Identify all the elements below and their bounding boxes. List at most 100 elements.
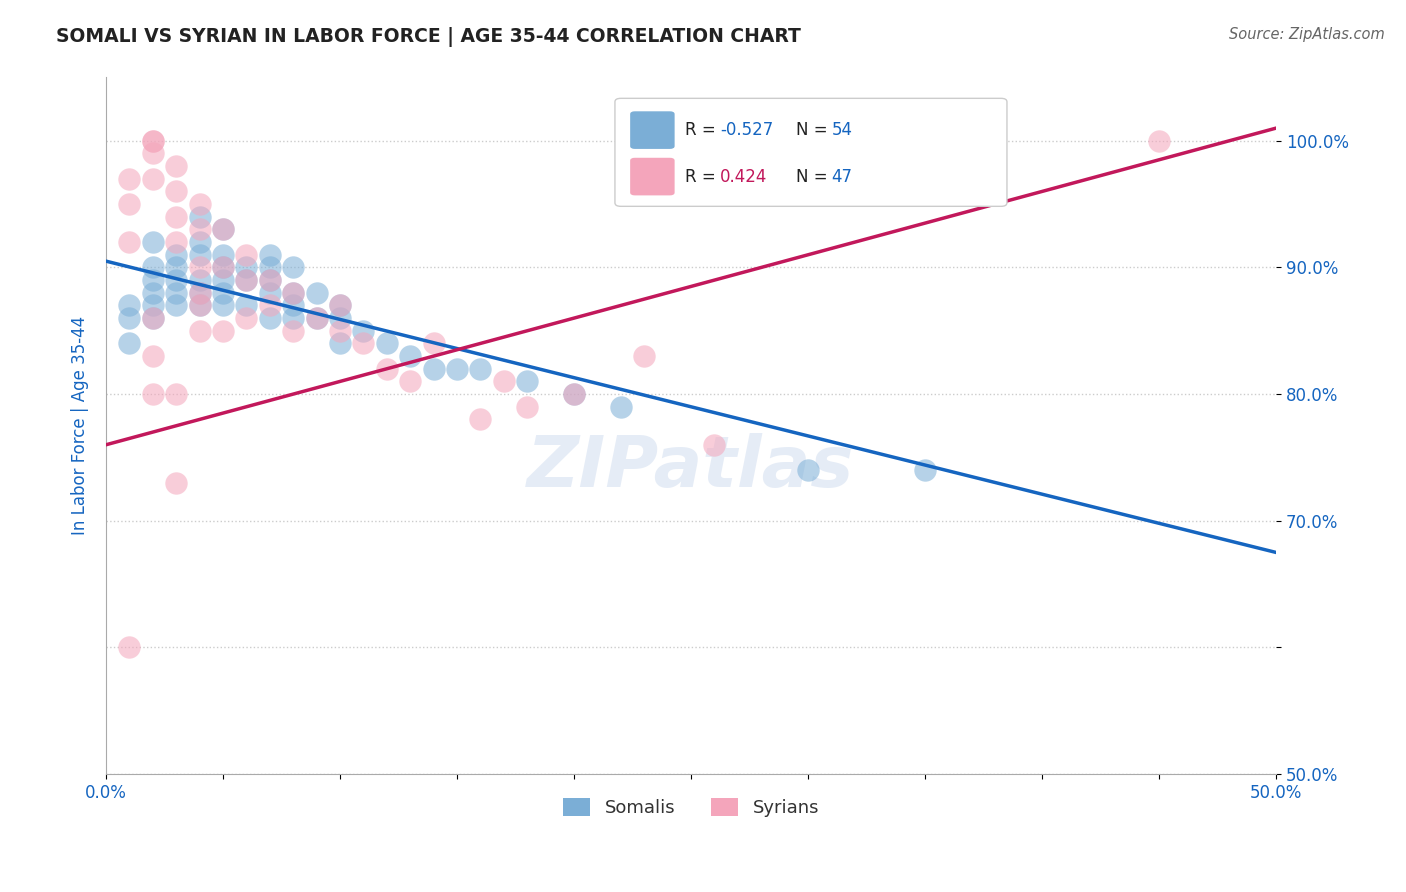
Point <box>118 336 141 351</box>
Point <box>165 248 187 262</box>
FancyBboxPatch shape <box>630 158 675 195</box>
Point <box>329 324 352 338</box>
Text: -0.527: -0.527 <box>720 121 773 139</box>
Point <box>352 336 374 351</box>
FancyBboxPatch shape <box>614 98 1007 206</box>
Point <box>610 400 633 414</box>
Point <box>188 285 211 300</box>
Point <box>165 273 187 287</box>
Text: 0.424: 0.424 <box>720 168 768 186</box>
Point <box>281 285 304 300</box>
Point <box>375 361 398 376</box>
Point <box>212 298 235 312</box>
Point <box>259 311 281 326</box>
Point <box>259 285 281 300</box>
Point <box>165 235 187 249</box>
Y-axis label: In Labor Force | Age 35-44: In Labor Force | Age 35-44 <box>72 317 89 535</box>
Point <box>142 171 165 186</box>
Point <box>142 298 165 312</box>
Point <box>259 248 281 262</box>
Point <box>259 273 281 287</box>
FancyBboxPatch shape <box>630 112 675 149</box>
Text: 47: 47 <box>831 168 852 186</box>
Point <box>142 235 165 249</box>
Point <box>165 210 187 224</box>
Point <box>281 285 304 300</box>
Point <box>281 298 304 312</box>
Point <box>305 285 328 300</box>
Point <box>562 387 585 401</box>
Point <box>470 361 492 376</box>
Text: N =: N = <box>796 168 834 186</box>
Point <box>305 311 328 326</box>
Point <box>235 260 257 275</box>
Point <box>375 336 398 351</box>
Point <box>165 185 187 199</box>
Point <box>259 298 281 312</box>
Point <box>329 336 352 351</box>
Point <box>329 298 352 312</box>
Legend: Somalis, Syrians: Somalis, Syrians <box>555 790 827 824</box>
Point <box>797 463 820 477</box>
Point <box>281 324 304 338</box>
Point <box>142 349 165 363</box>
Point <box>188 210 211 224</box>
Text: R =: R = <box>685 121 721 139</box>
Point <box>259 273 281 287</box>
Point <box>188 285 211 300</box>
Point <box>212 222 235 236</box>
Point <box>142 285 165 300</box>
Point <box>399 349 422 363</box>
Point <box>422 361 444 376</box>
Point <box>118 640 141 655</box>
Point <box>188 298 211 312</box>
Point <box>188 324 211 338</box>
Text: SOMALI VS SYRIAN IN LABOR FORCE | AGE 35-44 CORRELATION CHART: SOMALI VS SYRIAN IN LABOR FORCE | AGE 35… <box>56 27 801 46</box>
Point <box>188 248 211 262</box>
Point <box>235 311 257 326</box>
Point <box>142 146 165 161</box>
Point <box>188 222 211 236</box>
Point <box>212 260 235 275</box>
Point <box>281 260 304 275</box>
Text: R =: R = <box>685 168 721 186</box>
Point <box>212 324 235 338</box>
Point <box>142 273 165 287</box>
Point <box>118 197 141 211</box>
Point <box>165 260 187 275</box>
Point <box>235 298 257 312</box>
Point <box>399 375 422 389</box>
Point <box>142 134 165 148</box>
Point <box>165 387 187 401</box>
Point <box>142 311 165 326</box>
Text: N =: N = <box>796 121 834 139</box>
Point <box>142 260 165 275</box>
Point <box>235 273 257 287</box>
Point <box>259 260 281 275</box>
Point <box>516 400 538 414</box>
Point <box>188 298 211 312</box>
Point <box>305 311 328 326</box>
Point <box>118 171 141 186</box>
Point <box>118 235 141 249</box>
Point <box>470 412 492 426</box>
Text: ZIPatlas: ZIPatlas <box>527 434 855 502</box>
Point <box>212 285 235 300</box>
Point <box>329 311 352 326</box>
Point <box>188 260 211 275</box>
Point <box>142 134 165 148</box>
Point <box>142 387 165 401</box>
Point <box>235 248 257 262</box>
Point <box>212 260 235 275</box>
Point <box>633 349 655 363</box>
Point <box>212 222 235 236</box>
Point <box>212 273 235 287</box>
Point <box>142 311 165 326</box>
Point <box>188 235 211 249</box>
Point <box>235 273 257 287</box>
Point <box>118 311 141 326</box>
Point <box>352 324 374 338</box>
Point <box>165 475 187 490</box>
Point <box>212 248 235 262</box>
Text: Source: ZipAtlas.com: Source: ZipAtlas.com <box>1229 27 1385 42</box>
